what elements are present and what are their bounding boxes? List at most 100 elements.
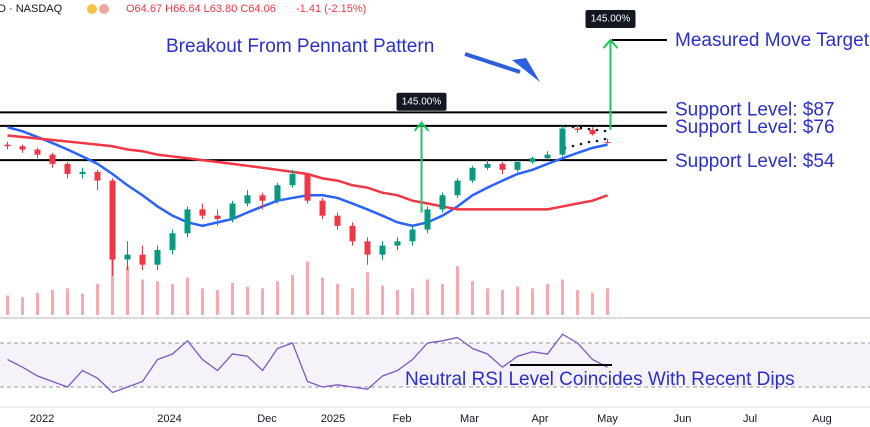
candle-body — [334, 215, 341, 226]
volume-bar — [186, 277, 189, 315]
x-tick-label: Feb — [393, 413, 412, 425]
candle-body — [589, 129, 596, 135]
x-tick-label: Jul — [743, 413, 757, 425]
change: -1.41 (-2.15%) — [296, 3, 366, 15]
candle-body — [64, 163, 71, 174]
volume-bar — [291, 275, 294, 315]
rsi-level-label: Neutral RSI Level Coincides With Recent … — [405, 369, 795, 390]
candle-body — [79, 171, 86, 174]
candle-body — [259, 195, 266, 201]
volume-bar — [66, 288, 69, 315]
volume-bar — [6, 295, 9, 315]
support-label: Support Level: $76 — [675, 117, 835, 138]
volume-bar — [606, 288, 609, 315]
volume-bar — [396, 290, 399, 315]
candle-body — [184, 209, 191, 234]
candle-body — [499, 163, 506, 170]
candle-body — [319, 200, 326, 216]
volume-bar — [561, 279, 564, 315]
volume-bar — [411, 288, 414, 315]
volume-bar — [156, 281, 159, 315]
candle-body — [4, 144, 11, 147]
annotation: Breakout From Pennant Pattern — [166, 36, 434, 57]
x-tick-label: Jun — [674, 413, 692, 425]
volume-bar — [126, 266, 129, 315]
arrow-head — [512, 58, 540, 82]
candle-body — [304, 173, 311, 201]
volume-bar — [171, 283, 174, 315]
move-label: 145.00% — [402, 96, 442, 107]
ohlc: O64.67 H66.64 L63.80 C64.06 — [126, 3, 276, 15]
rsi-line — [7, 333, 608, 394]
candle-body — [469, 167, 476, 181]
candle-body — [604, 142, 611, 144]
candle-body — [124, 254, 131, 260]
volume-bar — [576, 290, 579, 315]
x-tick-label: Apr — [531, 413, 548, 425]
x-tick-label: 2024 — [157, 413, 181, 425]
x-tick-label: 2025 — [321, 413, 345, 425]
arrow — [464, 52, 521, 74]
candle-body — [514, 161, 521, 170]
candle-body — [199, 209, 206, 216]
candle-body — [379, 245, 386, 255]
rsi-band — [0, 343, 870, 387]
volume-bar — [96, 283, 99, 315]
candle-body — [244, 195, 251, 204]
target-label: Measured Move Target — [675, 30, 870, 51]
move-arrow-head — [602, 38, 619, 49]
x-tick-label: Dec — [257, 413, 277, 425]
move-label-box — [585, 10, 636, 29]
symbol: D · NASDAQ — [0, 3, 63, 15]
volume-bar — [501, 290, 504, 315]
x-tick-label: Mar — [460, 413, 479, 425]
volume-bar — [486, 288, 489, 315]
volume-bar — [141, 279, 144, 315]
volume-bar — [336, 283, 339, 315]
candle-body — [364, 241, 371, 255]
candle-body — [214, 215, 221, 219]
support-label: Support Level: $87 — [675, 99, 835, 120]
volume-bar — [231, 283, 234, 315]
volume-bar — [216, 290, 219, 315]
candle-body — [109, 180, 116, 260]
volume-bar — [36, 292, 39, 315]
icon — [87, 4, 97, 14]
candle-body — [49, 154, 56, 164]
volume-bar — [456, 266, 459, 315]
volume-bar — [261, 288, 264, 315]
candle-body — [484, 163, 491, 168]
x-tick-label: 2022 — [30, 413, 54, 425]
candle-body — [34, 149, 41, 155]
move-arrow-head — [413, 121, 430, 132]
volume-bar — [276, 281, 279, 315]
volume-bar — [81, 293, 84, 315]
volume-bar — [366, 272, 369, 315]
candle-body — [289, 173, 296, 186]
volume-bar — [351, 288, 354, 315]
icon — [99, 4, 109, 14]
candle-body — [529, 158, 536, 162]
volume-bar — [201, 288, 204, 315]
candle-body — [154, 250, 161, 265]
candle-body — [229, 203, 236, 219]
volume-bar — [516, 286, 519, 315]
volume-bar — [321, 277, 324, 315]
candle-body — [94, 171, 101, 181]
candle-body — [394, 241, 401, 246]
volume-bar — [306, 261, 309, 315]
candle-body — [544, 154, 551, 159]
candle-body — [274, 185, 281, 201]
candle-body — [454, 180, 461, 196]
candle-body — [19, 146, 26, 150]
volume-bar — [471, 281, 474, 315]
support-label: Support Level: $54 — [675, 151, 835, 172]
candle-body — [424, 209, 431, 230]
move-label: 145.00% — [591, 14, 631, 25]
volume-bar — [546, 283, 549, 315]
candle-body — [169, 233, 176, 251]
x-tick-label: Aug — [812, 413, 832, 425]
candle-body — [139, 254, 146, 265]
